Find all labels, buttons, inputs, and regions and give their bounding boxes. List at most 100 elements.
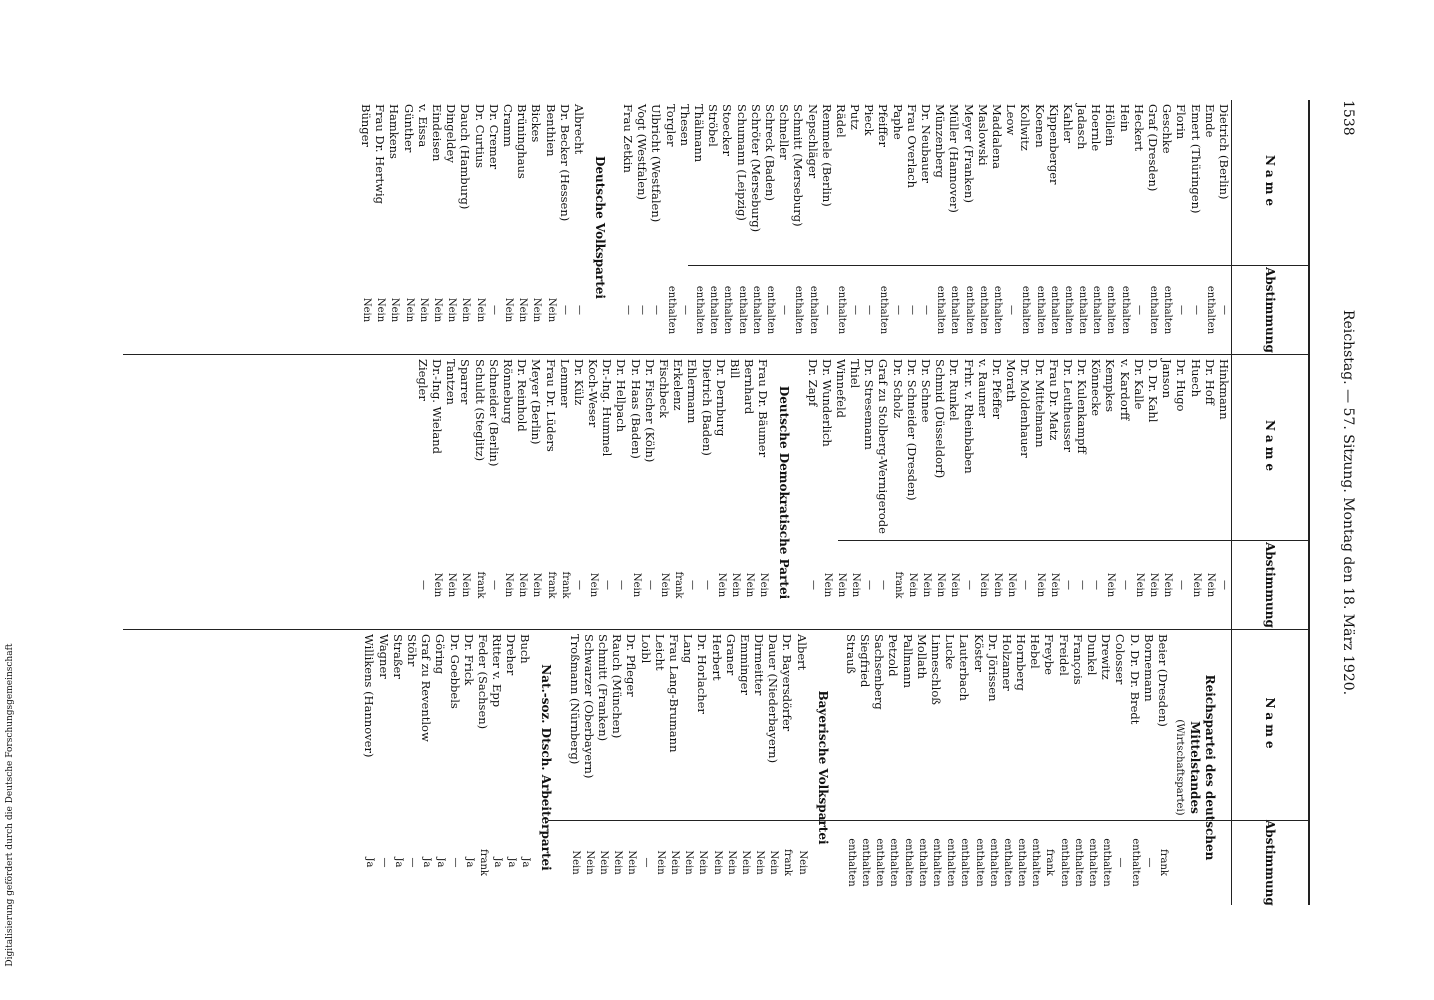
vote: enthalten (708, 285, 720, 335)
vote: Ja (506, 857, 518, 868)
member-name: Bornemann (1141, 634, 1156, 702)
table-row: Schumann (Leipzig) enthalten (734, 100, 749, 355)
member-name: Bünger (359, 104, 374, 147)
table-row: Torgler enthalten (664, 100, 678, 355)
member-name: Dr.-Ing. Hummel (600, 359, 615, 457)
table-row: Geschke enthalten (1160, 100, 1174, 355)
member-name: Schuldt (Steglitz) (472, 359, 487, 462)
member-name: François (1070, 634, 1085, 685)
member-name: Rädel (833, 104, 848, 138)
member-name: Schmitt (Franken) (596, 634, 611, 742)
table-row: Lauterbach enthalten (957, 630, 971, 905)
vote: — (906, 305, 918, 315)
vote: Nein (730, 572, 741, 598)
table-row: Rädel enthalten (834, 100, 848, 355)
table-row: Hamkens Nein (387, 100, 402, 355)
table-row: Willikens (Hannover) Ja (362, 630, 376, 905)
table-row: Troßmann (Nürnberg) Nein (568, 630, 582, 905)
vote: Nein (446, 297, 458, 323)
table-row: Holzamer enthalten (1000, 630, 1014, 905)
table-row: Göring Ja (433, 630, 447, 905)
table-row: D. Dr. Dr. Bredt enthalten (1127, 630, 1142, 905)
member-name: Putz (848, 104, 863, 130)
vote: Nein (754, 850, 766, 875)
vote: Nein (1034, 572, 1046, 598)
vote: — (407, 857, 418, 868)
member-name: Schreck (Baden) (763, 104, 777, 201)
table-row: Jadasch enthalten (1075, 100, 1089, 355)
vote: Nein (1148, 572, 1160, 598)
member-name: Stoecker (720, 104, 735, 156)
section-heading: Nat.-soz. Dtsch. Arbeiterpartei (539, 664, 554, 871)
member-name: Straßer (390, 634, 405, 679)
table-row: Linneschloß enthalten (929, 630, 943, 905)
table-row: Brüninghaus Nein (515, 100, 529, 355)
vote: Nein (725, 850, 737, 875)
vote: enthalten (1077, 285, 1089, 335)
vote: Nein (659, 572, 671, 598)
name-header: Name (1263, 419, 1277, 476)
member-name: Schwarzer (Oberbayern) (581, 634, 596, 779)
vote: Nein (835, 572, 847, 598)
table-row: Benthien Nein (543, 100, 558, 355)
vote: frank (1044, 849, 1056, 876)
table-row: Cramm Nein (501, 100, 515, 355)
vote: — (679, 305, 691, 315)
member-name: Dr. Hoff (1202, 359, 1217, 405)
table-row: Meyer (Franken) enthalten (961, 100, 976, 355)
member-name: Dr. Külz (571, 359, 586, 406)
vote: — (850, 305, 862, 315)
member-name: Meyer (Franken) (961, 104, 976, 203)
member-name: Dr. Reinhold (515, 359, 530, 432)
member-name: Dr. Kulenkampff (1075, 359, 1090, 454)
member-name: Emminger (737, 634, 752, 695)
vote: Nein (683, 850, 695, 875)
member-name: v. Eissa (415, 104, 430, 148)
member-name: Schmid (Düsseldorf) (933, 359, 948, 479)
vote: Nein (583, 850, 595, 875)
member-name: Graner (723, 634, 738, 676)
vote: frank (474, 571, 486, 599)
table-row: Dr. Jörissen enthalten (986, 630, 1000, 905)
vote: frank (892, 571, 904, 599)
table-row: Graf (Dresden) enthalten (1146, 100, 1160, 355)
vote: Nein (711, 850, 723, 875)
vote: Nein (403, 297, 415, 323)
member-name: Maslowski (975, 104, 990, 166)
vote: enthalten (949, 285, 961, 335)
vote: Nein (588, 572, 600, 598)
vote: Nein (921, 572, 933, 598)
table-row: Dr.-Ing. Hummel — (600, 355, 614, 630)
member-name: Drewitz (1099, 634, 1114, 680)
table-row: Schreck (Baden) enthalten (763, 100, 777, 355)
vote: Nein (612, 850, 624, 875)
member-name: Münzenberg (933, 104, 948, 178)
section-heading: Deutsche Demokratische Partei (777, 385, 792, 600)
table-row: Ulbricht (Westfalen) — (649, 100, 664, 355)
vote: enthalten (935, 285, 947, 335)
vote: enthalten (963, 285, 975, 335)
table-row: Loibl — (638, 630, 653, 905)
vote: — (623, 305, 635, 315)
member-name: Willikens (Hannover) (362, 634, 377, 758)
member-name: Dr. Hellpach (614, 359, 629, 433)
table-row: Frau Lang-Brumann Nein (667, 630, 681, 905)
table-row: Winnefeld Nein (834, 355, 848, 630)
member-name: Eindeisen (430, 104, 445, 162)
table-row: Albrecht — (572, 100, 586, 355)
member-name: Colosser (1113, 634, 1128, 685)
vote: enthalten (793, 285, 805, 335)
page-title: Reichstag. — 57. Sitzung. Montag den 18.… (1340, 309, 1356, 696)
member-name: Ulbricht (Westfalen) (649, 104, 664, 223)
member-name: Ritter v. Epp (490, 634, 505, 708)
table-row: Dietrich (Baden) — (699, 355, 714, 630)
member-name: Koenen (1032, 104, 1047, 148)
member-name: Beier (Dresden) (1156, 634, 1170, 727)
member-name: Frau Overlach (904, 104, 919, 189)
vote: Nein (768, 850, 780, 875)
table-row: Meyer (Berlin) Nein (529, 355, 543, 630)
table-row: Lucke enthalten (943, 630, 957, 905)
table-row: Graner Nein (724, 630, 738, 905)
vote: — (559, 305, 571, 315)
table-row: Frau Zetkin — (621, 100, 635, 355)
